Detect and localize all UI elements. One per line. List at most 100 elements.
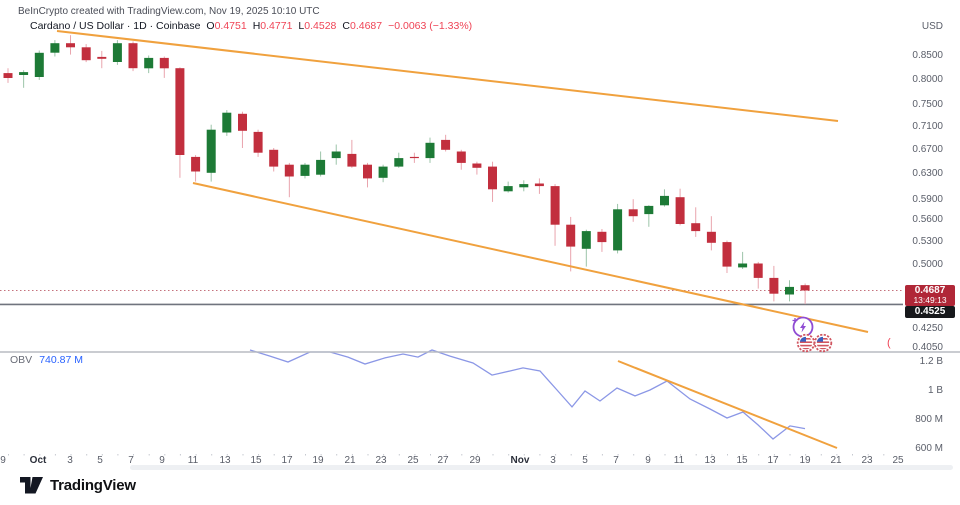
time-tick	[398, 454, 400, 456]
time-axis-label: 27	[437, 455, 449, 466]
tradingview-logo[interactable]: TradingView	[20, 477, 136, 494]
candle	[706, 231, 716, 243]
time-tick	[570, 454, 572, 456]
us-flag-icon[interactable]	[796, 333, 816, 353]
candle	[519, 184, 529, 188]
time-axis-label: 25	[407, 455, 419, 466]
candle	[675, 197, 685, 224]
time-tick	[133, 454, 134, 456]
time-axis-label: 25	[892, 455, 904, 466]
obv-plot	[249, 349, 838, 449]
time-tick	[773, 454, 775, 456]
ohlc-value: 0.4687	[349, 20, 383, 32]
candle	[800, 285, 810, 291]
candle	[409, 156, 419, 159]
lightning-bolt	[800, 321, 806, 333]
time-tick	[367, 454, 369, 456]
time-tick	[226, 454, 228, 456]
candle	[660, 195, 669, 206]
time-tick	[70, 454, 72, 456]
change-value: −0.0063 (−1.33%)	[388, 20, 473, 32]
trendline-lower[interactable]	[192, 182, 869, 333]
price-axis-label: 0.6700	[912, 144, 943, 155]
candle	[128, 43, 138, 69]
obv-axis-label: 600 M	[915, 443, 943, 454]
time-tick	[805, 454, 807, 456]
time-axis-label: 5	[582, 455, 588, 466]
candle	[206, 129, 216, 173]
price-axis-label: 0.5900	[912, 194, 943, 205]
time-tick	[789, 454, 791, 456]
candle	[581, 231, 591, 249]
obv-value: 740.87 M	[39, 354, 83, 366]
candle	[456, 151, 466, 163]
time-tick	[852, 454, 853, 456]
time-tick	[680, 454, 682, 456]
bar-countdown: 13:49:13	[913, 295, 947, 305]
price-axis-unit: USD	[921, 21, 943, 32]
horizontal-scrollbar[interactable]	[130, 465, 953, 470]
flag-art	[816, 336, 830, 350]
candle	[394, 158, 404, 167]
time-axis-label: 9	[159, 455, 165, 466]
time-axis-label: 13	[704, 455, 716, 466]
time-axis-label: 9	[0, 455, 6, 466]
time-axis-label: 3	[67, 455, 73, 466]
time-tick	[758, 454, 760, 456]
ohlc-label: L	[298, 20, 305, 32]
candle	[722, 242, 732, 267]
candle	[34, 52, 44, 77]
trendline-obv[interactable]	[617, 360, 838, 449]
candle	[691, 223, 701, 232]
ohlc-value: 0.4771	[260, 20, 293, 32]
tradingview-logo-mark	[20, 477, 43, 494]
obv-indicator-header: OBV 740.87 M	[10, 354, 83, 366]
time-ticks	[8, 454, 885, 456]
time-tick	[820, 454, 822, 456]
obv-indicator-title[interactable]: OBV	[10, 354, 33, 366]
candle	[488, 166, 497, 190]
time-tick	[211, 454, 213, 456]
time-tick	[430, 454, 431, 456]
candle	[81, 47, 91, 61]
candle	[753, 263, 763, 278]
us-flag-icon[interactable]	[813, 333, 833, 353]
time-axis-label: Nov	[510, 455, 530, 466]
candle	[66, 43, 75, 48]
time-tick	[492, 454, 494, 456]
zap-icon[interactable]	[792, 316, 814, 338]
time-axis-label: 19	[799, 455, 811, 466]
time-axis-label: 21	[830, 455, 842, 466]
time-tick	[23, 454, 25, 456]
time-tick	[179, 454, 181, 456]
candle	[331, 151, 341, 159]
time-tick	[383, 454, 385, 456]
time-axis-label: Oct	[29, 455, 47, 466]
time-axis-label: 15	[250, 455, 262, 466]
candle	[253, 131, 263, 153]
ohlc-label: C	[342, 20, 350, 32]
time-tick	[461, 454, 463, 456]
channel-trendlines[interactable]	[56, 30, 869, 333]
time-tick	[617, 454, 619, 456]
candle	[441, 139, 451, 150]
price-axis-label: 0.7500	[912, 99, 943, 110]
time-tick	[523, 454, 525, 456]
candle	[50, 43, 60, 53]
candle	[363, 164, 372, 179]
time-tick	[320, 454, 322, 456]
time-axis-label: 7	[128, 455, 134, 466]
flag-art	[799, 336, 813, 350]
candle	[769, 277, 779, 294]
price-axis-label: 0.4250	[912, 323, 943, 334]
trendline-upper[interactable]	[56, 30, 839, 122]
attribution-text: BeInCrypto created with TradingView.com,…	[18, 6, 320, 17]
time-tick	[695, 454, 697, 456]
time-tick	[867, 454, 869, 456]
price-level-lines	[0, 290, 903, 306]
candle	[300, 164, 310, 176]
candle	[284, 164, 294, 177]
symbol-title[interactable]: Cardano / US Dollar · 1D · Coinbase	[30, 20, 201, 32]
